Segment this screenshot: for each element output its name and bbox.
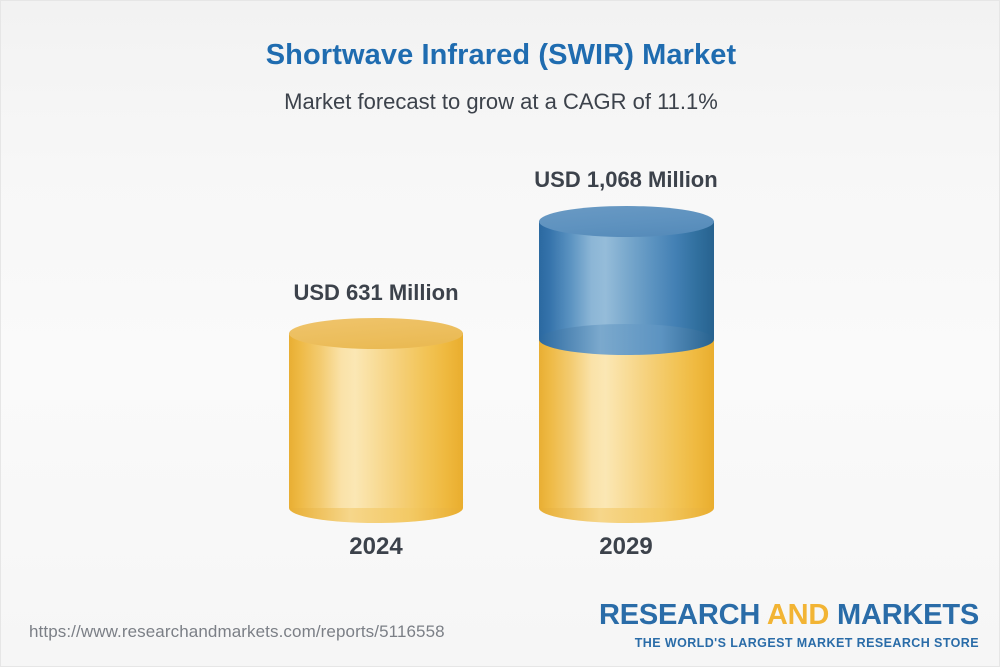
axis-label-2029: 2029 — [599, 533, 653, 560]
brand-logo-wordmark: RESEARCH AND MARKETS — [599, 601, 979, 630]
value-label-2029: USD 1,068 Million — [534, 167, 718, 192]
bar-top-ellipse-2029 — [539, 206, 714, 237]
value-label-2024: USD 631 Million — [293, 280, 459, 305]
brand-logo-markets: MARKETS — [837, 599, 979, 631]
source-url[interactable]: https://www.researchandmarkets.com/repor… — [29, 622, 445, 641]
bar-segment-2029-base-overlay — [539, 339, 714, 508]
brand-logo-and: AND — [766, 599, 830, 631]
bar-segment-2024-base-overlay — [289, 333, 463, 508]
bar-top-ellipse-2024 — [289, 318, 463, 349]
brand-logo-research: RESEARCH — [598, 599, 761, 631]
page-subtitle: Market forecast to grow at a CAGR of 11.… — [284, 89, 718, 114]
page-title: Shortwave Infrared (SWIR) Market — [265, 39, 737, 71]
axis-label-2024: 2024 — [349, 533, 403, 560]
bar-cylinder-2024 — [289, 318, 467, 523]
brand-logo[interactable]: RESEARCH AND MARKETS THE WORLD'S LARGEST… — [599, 601, 979, 650]
bar-divider-ellipse-2029 — [539, 324, 714, 355]
bar-segment-2029-growth — [539, 221, 714, 339]
brand-logo-tagline: THE WORLD'S LARGEST MARKET RESEARCH STOR… — [634, 636, 979, 650]
bar-cylinder-2029 — [539, 206, 718, 523]
